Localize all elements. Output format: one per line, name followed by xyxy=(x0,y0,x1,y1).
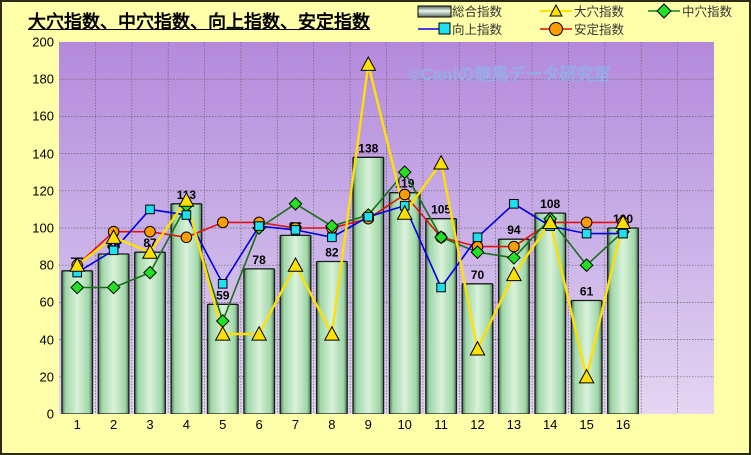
svg-text:108: 108 xyxy=(540,197,560,211)
svg-text:78: 78 xyxy=(252,253,266,267)
svg-text:138: 138 xyxy=(358,141,378,155)
svg-text:94: 94 xyxy=(507,223,521,237)
svg-text:総合指数: 総合指数 xyxy=(452,4,503,19)
svg-text:安定指数: 安定指数 xyxy=(574,22,625,37)
svg-text:61: 61 xyxy=(580,285,594,299)
svg-text:70: 70 xyxy=(471,268,485,282)
svg-text:大穴指数: 大穴指数 xyxy=(574,4,625,19)
svg-text:中穴指数: 中穴指数 xyxy=(682,4,733,19)
svg-text:向上指数: 向上指数 xyxy=(452,22,503,37)
svg-text:59: 59 xyxy=(216,288,230,302)
svg-text:82: 82 xyxy=(325,246,339,260)
